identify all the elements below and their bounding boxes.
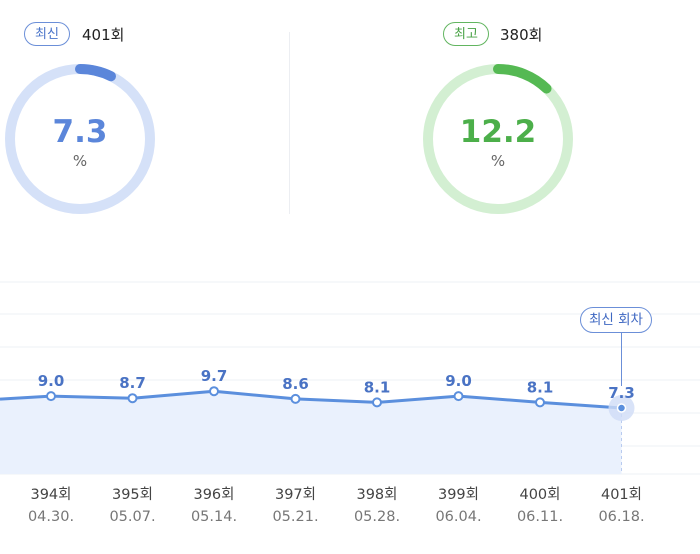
data-label: 8.1 xyxy=(364,378,391,396)
tick-round: 394회 xyxy=(30,487,72,503)
tick-date: 05.14. xyxy=(190,509,238,525)
data-label: 8.1 xyxy=(527,378,554,396)
best-rating-unit: % xyxy=(490,152,506,170)
best-gauge-arc xyxy=(493,64,552,94)
x-axis-tick-label: 397회 05.21. xyxy=(256,484,336,528)
data-label: 9.0 xyxy=(445,372,472,390)
best-rating-panel: 최고 380회 12.2 % xyxy=(290,0,700,230)
x-axis-tick-label: 394회 04.30. xyxy=(11,484,91,528)
data-point xyxy=(372,397,382,408)
latest-rating-unit: % xyxy=(72,152,88,170)
tick-round: 400회 xyxy=(519,487,561,503)
data-point xyxy=(535,397,545,408)
data-point xyxy=(290,393,301,404)
x-axis-tick-label: 400회 06.11. xyxy=(500,484,580,528)
x-axis-tick-label: 399회 06.04. xyxy=(419,484,499,528)
data-point xyxy=(127,393,138,404)
data-point xyxy=(616,403,627,413)
latest-rating-panel: 최신 401회 7.3 % xyxy=(0,0,290,230)
data-point xyxy=(453,391,464,402)
latest-round: 401회 xyxy=(82,26,125,44)
tick-date: 06.18. xyxy=(598,509,645,525)
data-point xyxy=(46,391,56,402)
x-axis-tick-label: 401회 06.18. xyxy=(582,484,662,528)
best-rating-value: 12.2 xyxy=(459,114,537,150)
latest-round-callout: 최신 회차 xyxy=(580,307,652,333)
x-axis-tick-label: 395회 05.07. xyxy=(93,484,173,528)
tick-round: 398회 xyxy=(356,487,398,503)
ratings-chart: 9.0 8.7 9.7 8.6 8.1 9.0 8.1 7.3 xyxy=(0,281,700,475)
x-axis-tick-label: 398회 05.28. xyxy=(337,484,417,528)
tick-date: 05.07. xyxy=(109,509,156,525)
best-round: 380회 xyxy=(500,26,543,44)
latest-rating-gauge xyxy=(5,64,155,214)
tick-date: 05.28. xyxy=(353,509,401,525)
best-badge: 최고 xyxy=(443,22,489,46)
data-label: 9.7 xyxy=(201,367,228,385)
latest-rating-value: 7.3 xyxy=(52,114,108,150)
data-label: 7.3 xyxy=(608,384,635,402)
tick-round: 399회 xyxy=(437,487,480,503)
tick-round: 401회 xyxy=(600,487,643,503)
data-point xyxy=(209,386,219,397)
data-label: 8.7 xyxy=(119,374,146,392)
latest-badge: 최신 xyxy=(24,22,70,46)
data-label: 9.0 xyxy=(38,372,65,390)
latest-gauge-arc xyxy=(75,64,116,82)
tick-date: 05.21. xyxy=(272,509,319,525)
x-axis-tick-label: 396회 05.14. xyxy=(174,484,254,528)
tick-date: 06.04. xyxy=(435,509,482,525)
best-rating-gauge xyxy=(423,64,573,214)
tick-date: 04.30. xyxy=(27,509,75,525)
tick-round: 397회 xyxy=(274,487,317,503)
tick-date: 06.11. xyxy=(516,509,564,525)
data-label: 8.6 xyxy=(282,375,309,393)
series-area xyxy=(0,391,622,474)
tick-round: 395회 xyxy=(111,487,154,503)
panel-divider xyxy=(289,32,290,214)
tick-round: 396회 xyxy=(193,487,235,503)
